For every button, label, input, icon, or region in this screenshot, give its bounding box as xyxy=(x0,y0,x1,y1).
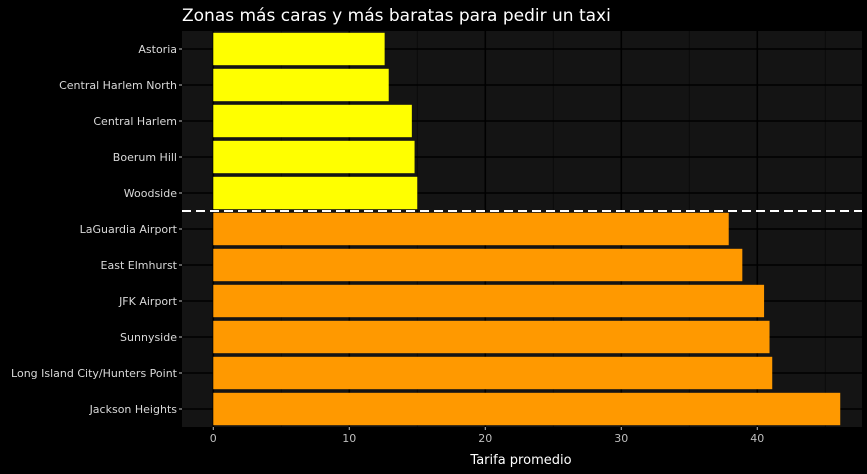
bar xyxy=(213,320,770,354)
x-tick-label: 20 xyxy=(478,432,492,445)
bars xyxy=(213,32,841,426)
category-label: Boerum Hill xyxy=(113,151,177,164)
category-labels: Astoria Central Harlem North Central Harle… xyxy=(11,43,182,416)
x-tick-label: 40 xyxy=(750,432,764,445)
category-label: JFK Airport xyxy=(118,295,178,308)
category-label: Central Harlem xyxy=(93,115,177,128)
bar xyxy=(213,284,765,318)
category-label: Central Harlem North xyxy=(59,79,177,92)
chart-title: Zonas más caras y más baratas para pedir… xyxy=(182,6,611,26)
bar xyxy=(213,140,415,174)
bar xyxy=(213,104,412,138)
x-axis-title: Tarifa promedio xyxy=(469,453,571,468)
category-label: Sunnyside xyxy=(120,331,177,344)
x-tick-label: 30 xyxy=(614,432,628,445)
category-label: East Elmhurst xyxy=(101,259,178,272)
bar xyxy=(213,392,841,426)
category-label: Long Island City/Hunters Point xyxy=(11,367,178,380)
bar xyxy=(213,356,773,390)
category-label: Astoria xyxy=(138,43,177,56)
x-tick-label: 10 xyxy=(342,432,356,445)
bar xyxy=(213,68,389,102)
x-axis-ticks: 0 10 20 30 40 xyxy=(210,427,764,445)
bar xyxy=(213,32,385,66)
bar xyxy=(213,176,418,210)
bar xyxy=(213,248,743,282)
category-label: LaGuardia Airport xyxy=(80,223,178,236)
category-label: Woodside xyxy=(124,187,177,200)
x-tick-label: 0 xyxy=(210,432,217,445)
bar xyxy=(213,212,729,246)
category-label: Jackson Heights xyxy=(89,403,178,416)
